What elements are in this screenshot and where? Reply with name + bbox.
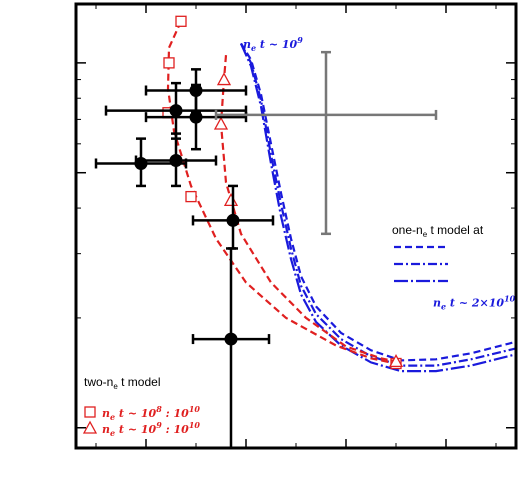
data-marker xyxy=(169,104,183,118)
net-annotation: ne​ t ~ 109​ xyxy=(243,35,303,53)
data-marker xyxy=(224,332,238,346)
two-net-model-curve-square xyxy=(166,20,397,365)
one-net-model-curve-3-keV xyxy=(240,42,516,362)
axes xyxy=(74,2,518,450)
one-net-model-curve-7-keV xyxy=(239,43,516,373)
observation-point-6 xyxy=(191,184,275,250)
legends: one-ne​ t model at two-ne​ t model ne​ t ~… xyxy=(82,223,484,438)
observation-point-3 xyxy=(144,68,248,114)
model-curves xyxy=(162,15,516,373)
triangle-marker xyxy=(388,354,404,368)
data-marker xyxy=(169,154,183,168)
square-marker xyxy=(185,190,197,203)
observation-point-5 xyxy=(134,132,218,188)
two-net-model-curve-triangle xyxy=(219,55,397,363)
legend-square-marker xyxy=(84,406,96,418)
data-marker xyxy=(189,84,203,98)
square-marker xyxy=(175,15,187,27)
square-marker xyxy=(163,57,175,69)
one-net-legend-title-text: one-ne​ t model at xyxy=(392,223,484,239)
observation-points xyxy=(94,50,438,450)
triangle-marker xyxy=(213,116,229,130)
observation-point-7 xyxy=(191,247,271,450)
net-annotation: ne​ t ~ 2×1010​ xyxy=(433,293,516,311)
observation-point-8 xyxy=(214,50,438,236)
annotations: ne​ t ~ 109​ ne​ t ~ 2×1010​ xyxy=(243,35,516,312)
triangle-marker xyxy=(223,192,239,206)
two-net-legend-label: ne​ t ~ 109​ : 1010​ xyxy=(102,420,200,438)
data-marker xyxy=(226,213,240,227)
triangle-marker xyxy=(216,72,232,86)
one-net-model-curve-5-keV xyxy=(240,42,516,367)
two-net-legend-title: two-ne​ t model xyxy=(84,375,160,391)
two-net-legend-label: ne​ t ~ 108​ : 1010​ xyxy=(102,404,200,422)
legend-triangle-marker xyxy=(82,420,98,434)
